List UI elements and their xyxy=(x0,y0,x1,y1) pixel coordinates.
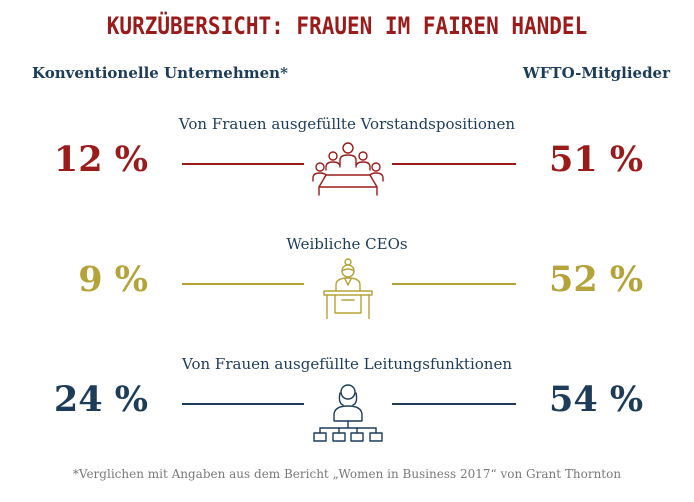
connector-line-right xyxy=(392,403,516,405)
value-conventional: 12 % xyxy=(53,139,148,180)
row-female-ceos: Weibliche CEOs 9 % 52 % xyxy=(0,235,694,355)
value-wfto: 52 % xyxy=(549,259,644,300)
connector-line-right xyxy=(392,163,516,165)
value-wfto: 54 % xyxy=(549,379,644,420)
connector-line-left xyxy=(182,403,304,405)
female-ceo-icon xyxy=(323,258,373,319)
row-label: Von Frauen ausgefüllte Vorstandsposition… xyxy=(178,115,516,133)
row-label: Von Frauen ausgefüllte Leitungsfunktione… xyxy=(182,355,512,373)
boardroom-icon xyxy=(312,142,384,196)
value-conventional: 9 % xyxy=(78,259,148,300)
row-board-positions: Von Frauen ausgefüllte Vorstandsposition… xyxy=(0,115,694,235)
column-header-wfto: WFTO-Mitglieder xyxy=(522,64,670,82)
value-wfto: 51 % xyxy=(549,139,644,180)
connector-line-left xyxy=(182,283,304,285)
column-header-conventional: Konventionelle Unternehmen* xyxy=(32,64,288,82)
connector-line-right xyxy=(392,283,516,285)
connector-line-left xyxy=(182,163,304,165)
row-label: Weibliche CEOs xyxy=(286,235,408,253)
footnote: *Verglichen mit Angaben aus dem Bericht … xyxy=(72,467,622,481)
chart-title: KURZÜBERSICHT: FRAUEN IM FAIREN HANDEL xyxy=(106,12,588,40)
org-chart-icon xyxy=(313,384,383,442)
value-conventional: 24 % xyxy=(53,379,148,420)
row-leadership: Von Frauen ausgefüllte Leitungsfunktione… xyxy=(0,355,694,475)
